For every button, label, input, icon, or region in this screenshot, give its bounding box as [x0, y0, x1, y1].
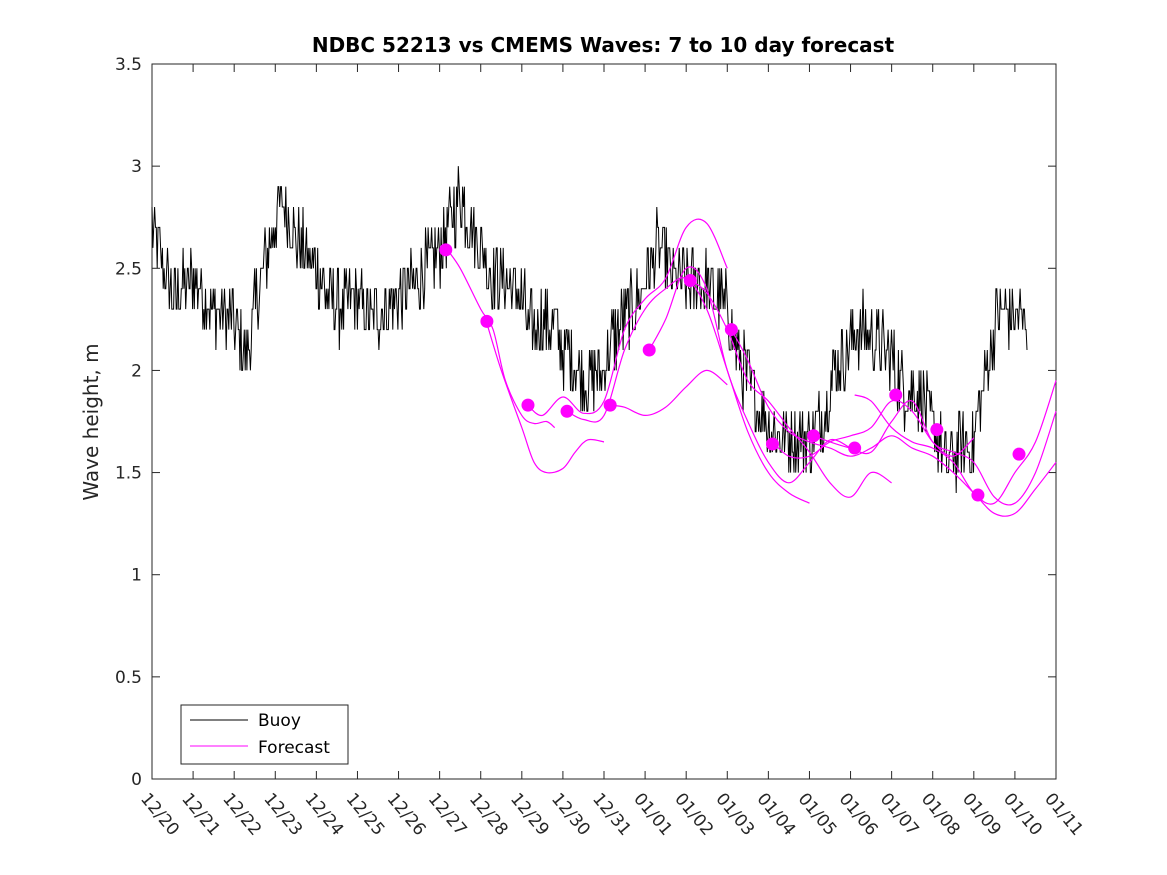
forecast-marker: [848, 441, 862, 455]
x-tick-label: 01/04: [753, 789, 800, 839]
x-tick-label: 01/11: [1040, 789, 1087, 839]
forecast-line: [527, 218, 728, 417]
x-tick-label: 01/05: [794, 789, 841, 839]
forecast-marker: [521, 398, 535, 412]
x-tick-label: 12/22: [218, 789, 265, 839]
x-tick-label: 12/26: [383, 789, 430, 839]
legend-label-buoy: Buoy: [258, 711, 301, 731]
forecast-line: [689, 280, 892, 498]
forecast-marker: [642, 343, 656, 357]
y-tick-label: 2: [131, 361, 142, 381]
x-tick-label: 12/23: [259, 789, 306, 839]
forecast-marker: [930, 423, 944, 437]
x-tick-label: 12/27: [424, 789, 471, 839]
x-tick-label: 01/10: [999, 789, 1046, 839]
y-tick-label: 3.5: [115, 55, 142, 75]
forecast-marker: [807, 429, 821, 443]
forecast-line: [486, 323, 605, 474]
buoy-line: [151, 166, 1028, 494]
forecast-marker: [480, 314, 494, 328]
x-tick-label: 01/09: [958, 789, 1005, 839]
x-tick-label: 12/21: [177, 789, 224, 839]
y-tick-label: 0.5: [115, 668, 142, 688]
forecast-marker: [603, 398, 617, 412]
x-tick-label: 12/24: [301, 789, 348, 839]
forecast-line: [772, 399, 975, 459]
legend: Buoy Forecast: [180, 704, 349, 765]
x-tick-label: 01/07: [876, 789, 923, 839]
x-tick-label: 01/06: [835, 789, 882, 839]
x-tick-label: 01/08: [917, 789, 964, 839]
forecast-marker: [1012, 447, 1026, 461]
forecast-marker: [560, 404, 574, 418]
plot-area: [151, 63, 1057, 780]
y-axis: 0 0.5 1 1.5 2 2.5 3 3.5: [115, 55, 1056, 790]
chart-title: NDBC 52213 vs CMEMS Waves: 7 to 10 day f…: [312, 33, 895, 57]
forecast-marker: [765, 437, 779, 451]
y-axis-label: Wave height, m: [79, 343, 103, 500]
y-tick-label: 3: [131, 157, 142, 177]
forecast-line: [610, 369, 728, 417]
x-tick-label: 01/03: [711, 789, 758, 839]
series-group: [151, 166, 1057, 517]
x-tick-label: 01/02: [670, 789, 717, 839]
forecast-line: [854, 380, 1057, 505]
forecast-marker: [724, 323, 738, 337]
forecast-marker: [971, 488, 985, 502]
x-tick-label: 12/29: [506, 789, 553, 839]
x-tick-label: 12/31: [588, 789, 635, 839]
x-tick-label: 12/25: [342, 789, 389, 839]
forecast-marker: [889, 388, 903, 402]
y-tick-label: 1: [131, 566, 142, 586]
y-tick-label: 1.5: [115, 464, 142, 484]
forecast-marker: [439, 243, 453, 257]
x-tick-label: 12/28: [465, 789, 512, 839]
forecast-line: [648, 266, 851, 484]
y-tick-label: 0: [131, 770, 142, 790]
x-tick-label: 12/30: [547, 789, 594, 839]
legend-label-forecast: Forecast: [258, 738, 330, 758]
legend-box: [180, 704, 349, 765]
forecast-line: [730, 329, 1057, 517]
forecast-marker: [683, 274, 697, 288]
x-tick-label: 12/20: [136, 789, 183, 839]
x-tick-label: 01/01: [629, 789, 676, 839]
y-tick-label: 2.5: [115, 259, 142, 279]
